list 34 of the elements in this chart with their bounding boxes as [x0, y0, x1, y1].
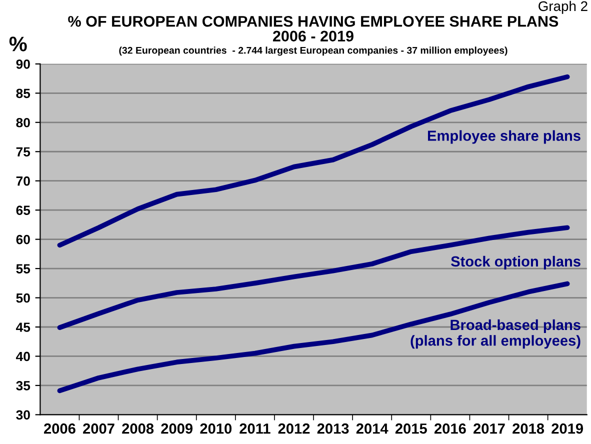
chart-subtitle: (32 European countries - 2.744 largest European companies - 37 million employees) — [119, 46, 508, 56]
y-tick-label: 55 — [16, 264, 30, 274]
x-tick-label: 2015 — [395, 423, 427, 434]
y-tick-label: 75 — [16, 147, 30, 157]
y-axis-title: % — [9, 36, 27, 52]
chart-title: % OF EUROPEAN COMPANIES HAVING EMPLOYEE SHARE PLANS 2006 - 2019 — [68, 16, 558, 42]
x-tick-label: 2006 — [44, 423, 76, 434]
x-tick-label: 2008 — [122, 423, 154, 434]
x-tick-label: 2011 — [240, 423, 270, 434]
y-tick-label: 80 — [16, 118, 30, 128]
y-tick-label: 50 — [16, 293, 30, 303]
x-tick-label: 2013 — [317, 423, 349, 434]
x-tick-label: 2018 — [512, 423, 544, 434]
y-tick-label: 60 — [16, 234, 30, 244]
y-tick-label: 40 — [16, 352, 30, 362]
x-tick-label: 2009 — [161, 423, 193, 434]
y-tick-label: 90 — [16, 60, 30, 69]
x-tick-label: 2010 — [200, 423, 232, 434]
caption: Graph 2 — [538, 0, 588, 14]
x-tick-label: 2017 — [474, 423, 505, 434]
series-label: Employee share plans — [428, 130, 580, 144]
y-tick-label: 35 — [16, 381, 30, 390]
x-tick-label: 2016 — [434, 423, 466, 434]
y-tick-label: 65 — [16, 206, 30, 215]
x-tick-label: 2007 — [83, 423, 114, 434]
y-tick-label: 70 — [16, 176, 30, 186]
series-label: Stock option plans — [450, 256, 580, 270]
y-tick-label: 45 — [16, 322, 30, 332]
x-tick-label: 2014 — [356, 423, 388, 434]
x-tick-label: 2012 — [278, 423, 310, 434]
x-tick-label: 2019 — [552, 423, 584, 434]
series-label: Broad-based plans (plans for all employees) — [410, 319, 580, 349]
y-tick-label: 30 — [16, 410, 30, 420]
y-tick-label: 85 — [16, 88, 30, 98]
